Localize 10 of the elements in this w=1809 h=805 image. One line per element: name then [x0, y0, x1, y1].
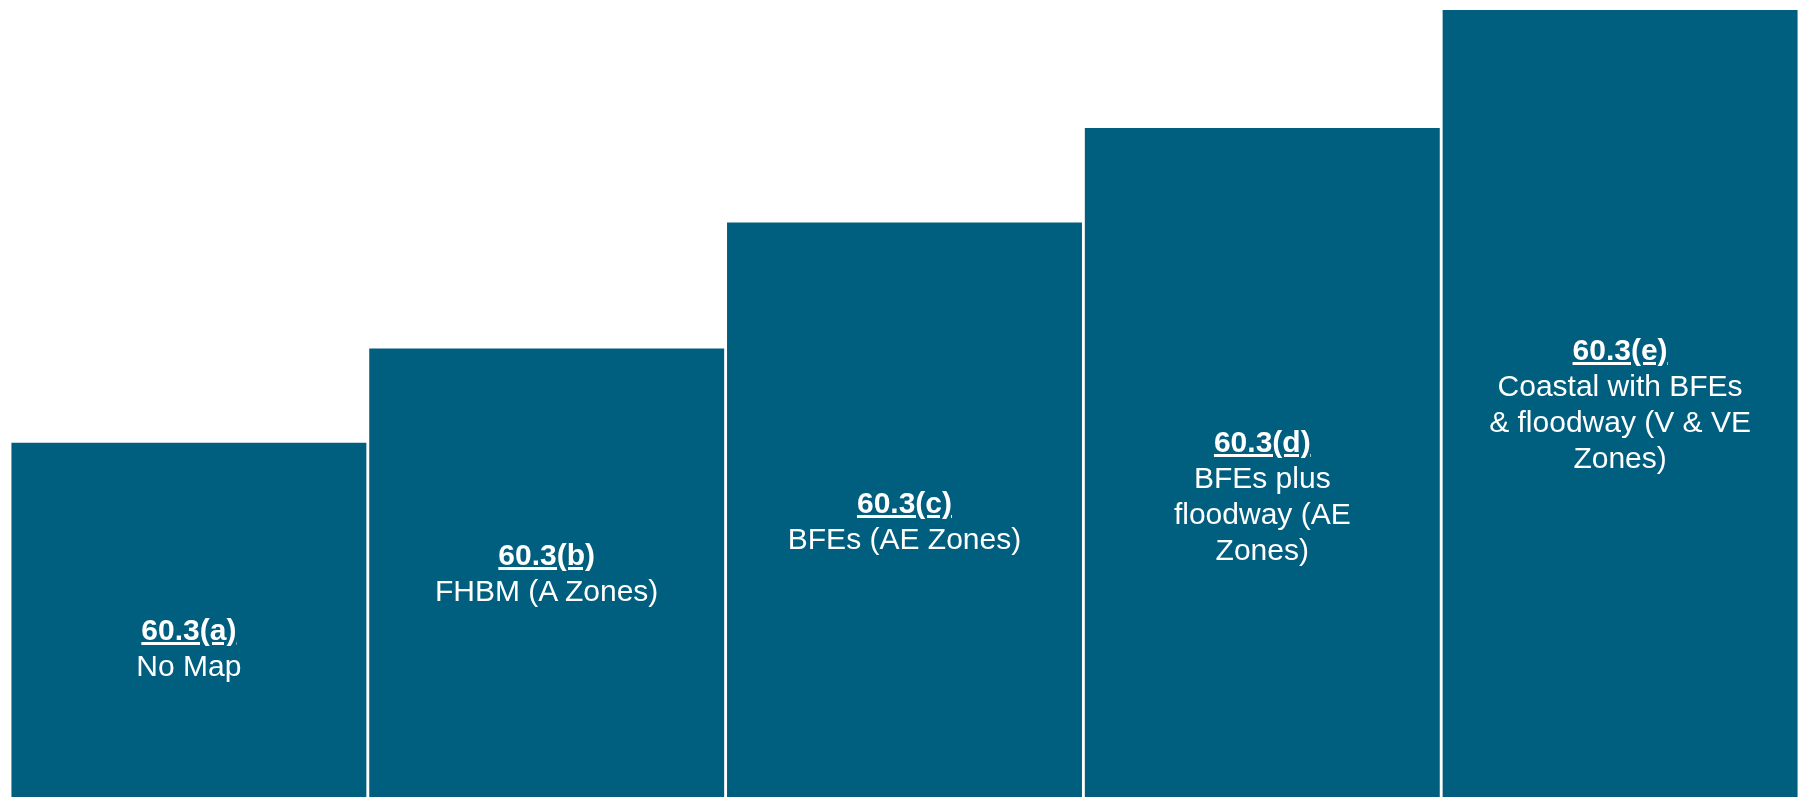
annotation: BFEs (AE Zones): [786, 521, 1023, 558]
annotation: Coastal with BFEs & floodway (V & VE Zones): [1488, 367, 1752, 476]
x-tick-label: 60.3(c): [855, 485, 953, 522]
x-tick-label: 60.3(d): [1212, 423, 1312, 460]
annotation: BFEs plus floodway (AE Zones): [1172, 459, 1352, 568]
annotation: No Map: [135, 648, 243, 685]
x-tick-label: 60.3(e): [1571, 331, 1669, 368]
annotation: FHBM (A Zones): [434, 572, 660, 609]
x-tick-label: 60.3(b): [497, 536, 597, 573]
x-tick-label: 60.3(a): [140, 612, 238, 649]
